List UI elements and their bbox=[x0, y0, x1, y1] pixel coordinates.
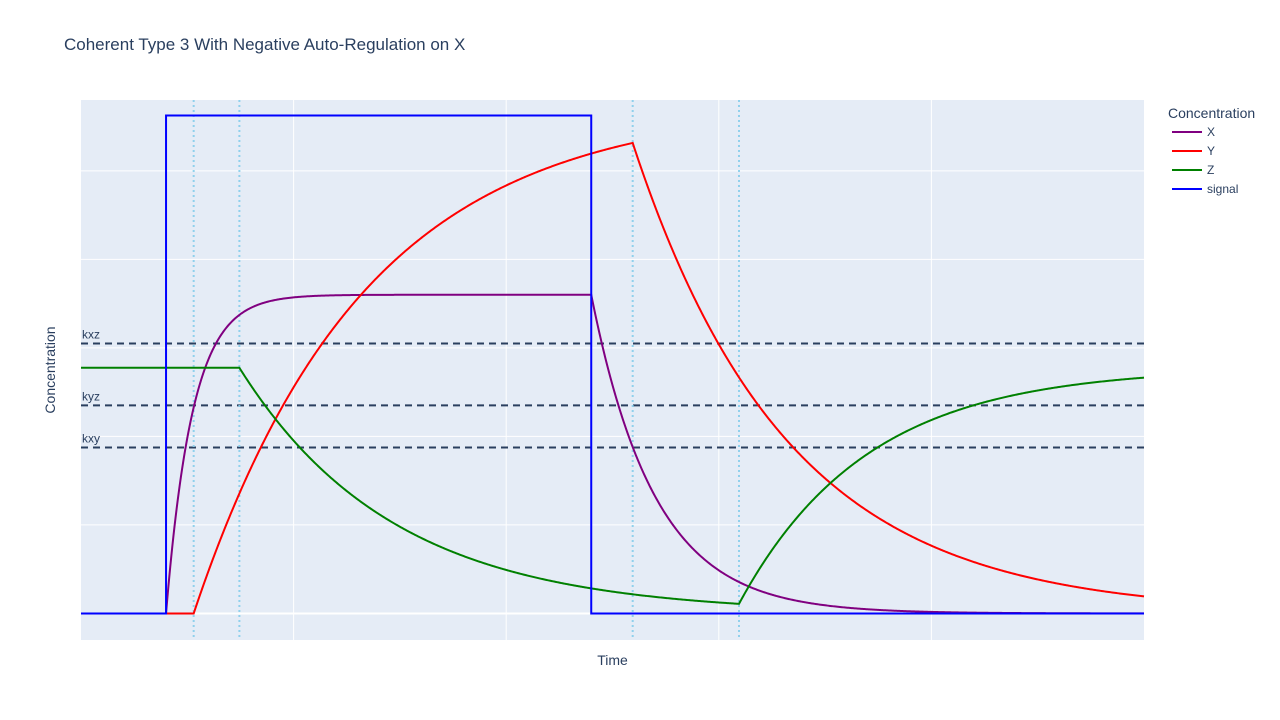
plot-area bbox=[81, 100, 1144, 640]
x-axis-title: Time bbox=[597, 652, 628, 668]
legend-item-y[interactable]: Y bbox=[1172, 144, 1215, 158]
series-line-signal bbox=[81, 114, 1144, 615]
grid bbox=[81, 100, 1144, 640]
legend-label-x: X bbox=[1207, 125, 1215, 139]
legend-item-x[interactable]: X bbox=[1172, 125, 1215, 139]
chart-title: Coherent Type 3 With Negative Auto-Regul… bbox=[64, 35, 465, 54]
legend: Concentration X Y Z signal bbox=[1168, 105, 1255, 196]
reference-label-kxz: kxz bbox=[82, 327, 100, 341]
y-axis-title: Concentration bbox=[42, 326, 58, 413]
series-line-y bbox=[81, 141, 1145, 615]
legend-title: Concentration bbox=[1168, 105, 1255, 121]
legend-item-z[interactable]: Z bbox=[1172, 163, 1214, 177]
legend-label-signal: signal bbox=[1207, 182, 1238, 196]
reference-label-kxy: kxy bbox=[82, 431, 100, 445]
legend-label-y: Y bbox=[1207, 144, 1215, 158]
legend-label-z: Z bbox=[1207, 163, 1214, 177]
threshold-crossing-lines bbox=[192, 100, 740, 640]
series-lines bbox=[81, 114, 1145, 615]
reference-lines: kxz kyz kxy bbox=[81, 327, 1144, 449]
legend-item-signal[interactable]: signal bbox=[1172, 182, 1238, 196]
reference-label-kyz: kyz bbox=[82, 389, 100, 403]
series-line-z bbox=[81, 366, 1145, 605]
